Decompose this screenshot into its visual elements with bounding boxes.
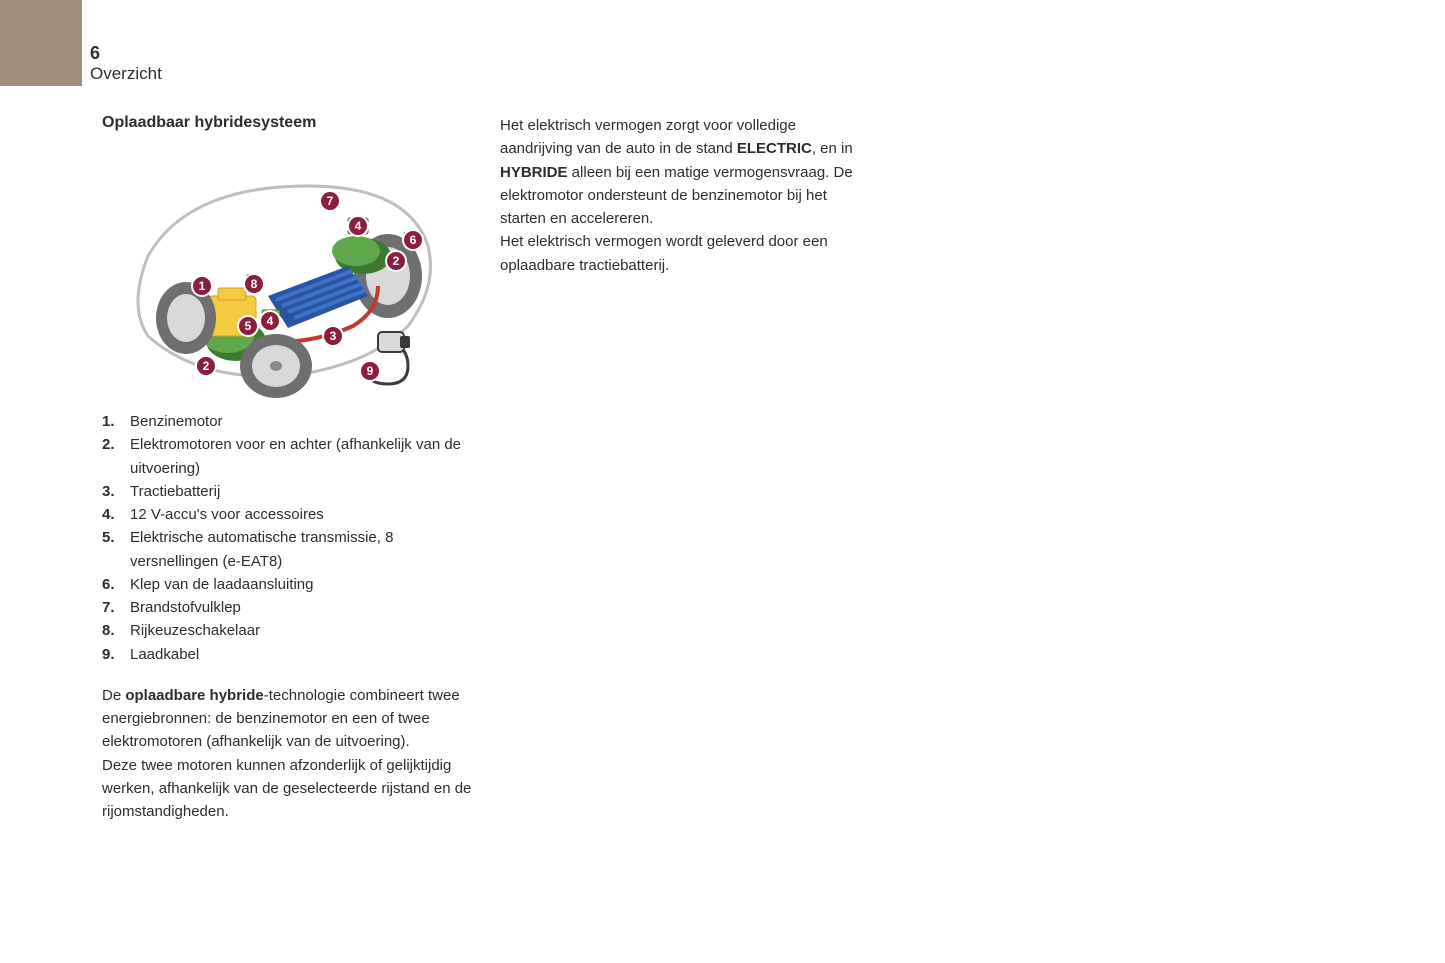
section-name: Overzicht xyxy=(90,64,162,84)
legend-item: Brandstofvulklep xyxy=(102,596,474,619)
svg-text:2: 2 xyxy=(393,254,400,268)
text-bold: HYBRIDE xyxy=(500,164,568,181)
diagram-badge: 2 xyxy=(386,251,406,271)
text-bold: oplaadbare hybride xyxy=(125,687,263,704)
diagram-badge: 4 xyxy=(260,311,280,331)
svg-text:7: 7 xyxy=(327,194,334,208)
legend-item: Tractiebatterij xyxy=(102,480,474,503)
page: 6 Overzicht Oplaadbaar hybridesysteem xyxy=(0,0,1445,963)
side-tab xyxy=(0,0,82,86)
svg-text:2: 2 xyxy=(203,359,210,373)
paragraph-electric: Het elektrisch vermogen zorgt voor volle… xyxy=(500,114,872,230)
text-bold: ELECTRIC xyxy=(737,140,812,157)
svg-text:6: 6 xyxy=(410,233,417,247)
legend-item: Klep van de laadaansluiting xyxy=(102,573,474,596)
column-left: Oplaadbaar hybridesysteem xyxy=(102,114,474,823)
page-header: 6 Overzicht xyxy=(90,44,162,84)
diagram-legend: BenzinemotorElektromotoren voor en achte… xyxy=(102,410,474,666)
diagram-badge: 2 xyxy=(196,356,216,376)
legend-item: Rijkeuzeschakelaar xyxy=(102,619,474,642)
text: , en in xyxy=(812,140,853,157)
svg-text:4: 4 xyxy=(355,219,362,233)
diagram-badge: 7 xyxy=(320,191,340,211)
svg-text:1: 1 xyxy=(199,279,206,293)
diagram-badge: 1 xyxy=(192,276,212,296)
paragraph-battery: Het elektrisch vermogen wordt geleverd d… xyxy=(500,230,872,277)
svg-text:9: 9 xyxy=(367,364,374,378)
column-right: Het elektrisch vermogen zorgt voor volle… xyxy=(500,114,872,277)
hybrid-diagram-svg: 1 2 2 3 4 4 5 6 7 8 9 xyxy=(108,146,468,398)
svg-text:4: 4 xyxy=(267,314,274,328)
paragraph-tech: De oplaadbare hybride-technologie combin… xyxy=(102,684,474,754)
svg-text:8: 8 xyxy=(251,277,258,291)
diagram-badge: 6 xyxy=(403,230,423,250)
svg-text:5: 5 xyxy=(245,319,252,333)
page-number: 6 xyxy=(90,44,162,64)
diagram-badge: 3 xyxy=(323,326,343,346)
legend-item: Elektrische automatische transmissie, 8 … xyxy=(102,526,474,573)
diagram-badge: 9 xyxy=(360,361,380,381)
diagram-badge: 5 xyxy=(238,316,258,336)
legend-item: 12 V-accu's voor accessoires xyxy=(102,503,474,526)
text: De xyxy=(102,687,125,704)
diagram-badge: 4 xyxy=(348,216,368,236)
section-title: Oplaadbaar hybridesysteem xyxy=(102,114,474,132)
legend-item: Laadkabel xyxy=(102,643,474,666)
paragraph-motors: Deze twee motoren kunnen afzonderlijk of… xyxy=(102,754,474,824)
diagram-badge: 8 xyxy=(244,274,264,294)
front-wheel xyxy=(240,334,312,398)
hybrid-diagram: 1 2 2 3 4 4 5 6 7 8 9 xyxy=(108,146,468,398)
legend-item: Elektromotoren voor en achter (afhankeli… xyxy=(102,433,474,480)
svg-text:3: 3 xyxy=(330,329,337,343)
legend-item: Benzinemotor xyxy=(102,410,474,433)
traction-battery xyxy=(268,266,368,328)
